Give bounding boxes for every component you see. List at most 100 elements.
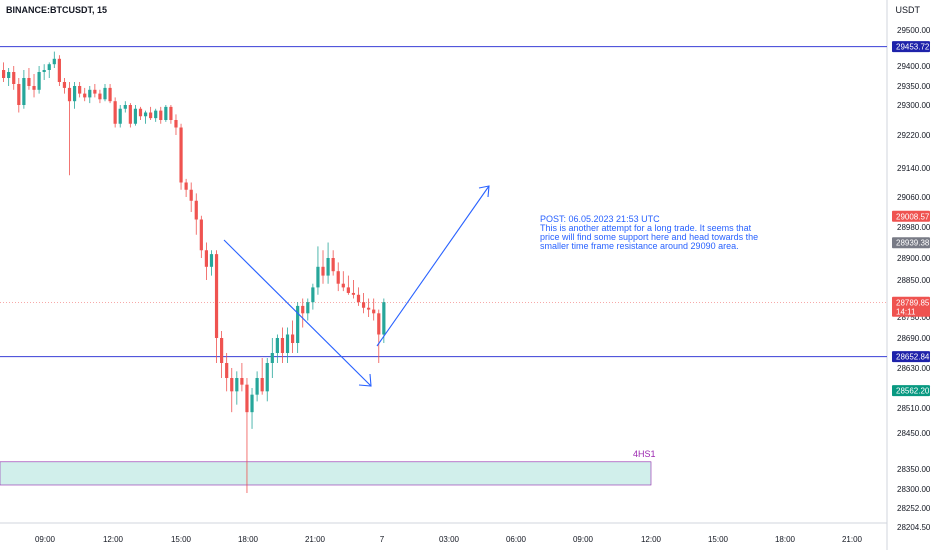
price-label-text: 28652.84 bbox=[896, 353, 930, 362]
candle-body bbox=[27, 78, 31, 86]
candle-body bbox=[220, 338, 224, 363]
candle-body bbox=[199, 219, 203, 251]
currency-label: USDT bbox=[895, 5, 921, 15]
price-tick-label: 28690.00 bbox=[897, 334, 931, 343]
candle-body bbox=[37, 72, 41, 90]
candle-body bbox=[103, 87, 107, 100]
price-tick-label: 29500.00 bbox=[897, 26, 931, 35]
candle-body bbox=[346, 287, 350, 293]
horizontal-lines[interactable] bbox=[0, 46, 887, 358]
down-arrow-line[interactable] bbox=[223, 239, 372, 387]
price-label-badge bbox=[892, 385, 930, 397]
candle-body bbox=[326, 258, 330, 276]
price-label-badge bbox=[892, 296, 930, 317]
candle-body bbox=[361, 302, 366, 308]
time-tick-label: 15:00 bbox=[708, 535, 729, 544]
candle-body bbox=[331, 258, 335, 272]
price-tick-label: 28204.50 bbox=[897, 523, 931, 532]
candle-body bbox=[93, 89, 97, 94]
candle-body bbox=[235, 378, 239, 392]
price-label-badge bbox=[892, 237, 930, 249]
candle-body bbox=[321, 266, 325, 276]
price-tick-label: 28252.00 bbox=[897, 504, 931, 513]
candle-body bbox=[311, 287, 315, 303]
candle-body bbox=[17, 84, 21, 105]
up-arrow-line[interactable] bbox=[376, 185, 490, 347]
candle-body bbox=[113, 101, 117, 124]
candle-body bbox=[341, 283, 345, 288]
price-tick-label: 28750.00 bbox=[897, 313, 931, 322]
trade-note[interactable]: POST: 06.05.2023 21:53 UTC This is anoth… bbox=[540, 215, 780, 251]
candle-body bbox=[169, 106, 173, 120]
countdown-text: 14:11 bbox=[896, 307, 916, 316]
candle-body bbox=[179, 127, 183, 183]
symbol-title: BINANCE:BTCUSDT, 15 bbox=[6, 5, 108, 15]
candle-body bbox=[67, 87, 72, 102]
candle-body bbox=[214, 254, 219, 338]
candle-body bbox=[285, 334, 290, 353]
price-label-badge bbox=[892, 351, 930, 363]
time-tick-label: 09:00 bbox=[573, 535, 594, 544]
price-label-badge bbox=[892, 210, 930, 222]
support-zone[interactable] bbox=[0, 461, 652, 486]
note-line-3: price will find some support here and he… bbox=[540, 232, 759, 242]
price-label-text: 28789.85 bbox=[896, 298, 930, 307]
candle-body bbox=[2, 70, 6, 78]
candle-body bbox=[245, 384, 249, 413]
up-arrowhead bbox=[478, 185, 490, 198]
candlestick-series bbox=[2, 51, 386, 493]
time-tick-label: 15:00 bbox=[171, 535, 192, 544]
candle-body bbox=[255, 378, 259, 395]
candle-body bbox=[72, 86, 77, 102]
candle-body bbox=[83, 93, 87, 98]
price-axis[interactable]: 29500.00 29400.00 29350.00 29300.00 29220.00… bbox=[897, 26, 931, 532]
price-tick-label: 29060.00 bbox=[897, 193, 931, 202]
candle-body bbox=[138, 108, 143, 117]
candle-body bbox=[316, 266, 320, 288]
price-tick-label: 29140.00 bbox=[897, 164, 931, 173]
candle-body bbox=[301, 305, 305, 314]
price-tick-label: 29220.00 bbox=[897, 131, 931, 140]
note-line-1: POST: 06.05.2023 21:53 UTC bbox=[540, 214, 660, 224]
time-tick-label: 21:00 bbox=[305, 535, 326, 544]
candle-body bbox=[123, 105, 127, 109]
candle-body bbox=[52, 58, 56, 65]
time-tick-label: 03:00 bbox=[439, 535, 460, 544]
price-label-text: 29008.57 bbox=[896, 212, 930, 221]
projection-arrows[interactable] bbox=[223, 185, 490, 387]
candle-body bbox=[230, 378, 234, 392]
candle-body bbox=[204, 250, 208, 267]
candle-body bbox=[143, 112, 148, 117]
price-label-text: 28562.20 bbox=[896, 387, 930, 396]
note-line-4: smaller time frame resistance around 290… bbox=[540, 241, 739, 251]
candle-body bbox=[225, 363, 229, 378]
candle-body bbox=[78, 86, 82, 94]
candle-body bbox=[209, 254, 214, 267]
candle-body bbox=[47, 64, 51, 70]
candle-body bbox=[336, 271, 340, 284]
price-tick-label: 29400.00 bbox=[897, 62, 931, 71]
time-tick-label: 7 bbox=[380, 535, 385, 544]
time-axis[interactable]: 09:00 12:00 15:00 18:00 21:00 7 03:00 06:00 09:0… bbox=[35, 535, 863, 544]
price-tick-label: 28450.00 bbox=[897, 429, 931, 438]
price-tick-label: 29350.00 bbox=[897, 82, 931, 91]
candle-body bbox=[184, 182, 188, 190]
candle-body bbox=[189, 189, 193, 201]
price-tick-label: 28630.00 bbox=[897, 364, 931, 373]
candle-body bbox=[367, 307, 371, 310]
candle-body bbox=[22, 78, 26, 105]
candle-body bbox=[159, 110, 163, 120]
price-tick-label: 28900.00 bbox=[897, 254, 931, 263]
candle-body bbox=[12, 72, 16, 84]
candle-body bbox=[280, 338, 285, 353]
time-tick-label: 18:00 bbox=[775, 535, 796, 544]
candle-body bbox=[275, 338, 279, 353]
candle-body bbox=[98, 93, 102, 100]
price-label-badge bbox=[892, 41, 930, 53]
candle-body bbox=[290, 334, 295, 343]
time-tick-label: 06:00 bbox=[506, 535, 527, 544]
candle-body bbox=[194, 200, 198, 220]
zone-label: 4HS1 bbox=[633, 449, 656, 459]
